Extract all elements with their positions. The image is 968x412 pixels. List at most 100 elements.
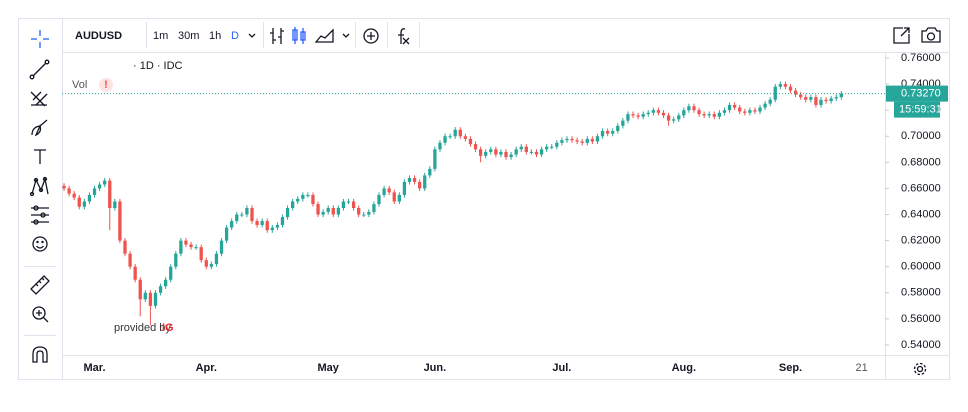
candle-body (738, 107, 742, 112)
candle-body (722, 110, 727, 113)
candle-body (367, 211, 371, 215)
candle-body (631, 114, 635, 116)
candle-body (611, 131, 615, 134)
y-tick-label: 0.62000 (901, 235, 941, 247)
candles-style[interactable] (292, 27, 306, 44)
y-tick-label: 0.66000 (901, 182, 941, 194)
y-tick-label: 0.76000 (901, 52, 941, 64)
area-style[interactable] (314, 28, 334, 43)
candle-body (514, 149, 518, 155)
candle-body (504, 151, 508, 158)
last-price-label: 0.73270 (901, 88, 941, 100)
candle-body (758, 107, 762, 112)
zoom-tool[interactable] (32, 306, 49, 323)
trend-line-tool[interactable] (29, 59, 50, 80)
candle-body (392, 192, 396, 202)
x-tick-label: 21 (856, 362, 868, 374)
candle-body (230, 221, 234, 228)
candle-body (240, 214, 244, 216)
candle-body (143, 292, 147, 300)
magnet-tool[interactable] (32, 346, 48, 363)
bars-style[interactable] (270, 28, 284, 44)
candle-body (829, 98, 833, 102)
interval-active[interactable]: D (231, 30, 239, 42)
y-tick-label: 0.56000 (901, 313, 941, 325)
symbol[interactable]: AUDUSD (75, 30, 122, 42)
candle-body (316, 204, 320, 215)
candle-body (387, 188, 391, 193)
candle-body (407, 178, 412, 182)
candle-body (468, 138, 473, 145)
y-tick-label: 0.70000 (901, 130, 941, 142)
top-toolbar-icons (248, 27, 941, 376)
candle-body (778, 84, 782, 87)
candle-body (148, 292, 153, 306)
snapshot[interactable] (921, 27, 941, 43)
candle-body (707, 114, 711, 116)
candle-body (646, 112, 650, 115)
candle-body (351, 201, 356, 208)
last-price-badge (886, 85, 948, 102)
candle-body (296, 198, 300, 202)
candle-body (433, 149, 437, 169)
candle-body (600, 131, 605, 137)
candle-body (321, 211, 325, 215)
candle-body (575, 140, 579, 142)
interval[interactable]: 30m (178, 30, 199, 42)
candle-body (290, 201, 295, 208)
ruler-tool[interactable] (30, 275, 50, 295)
candle-body (184, 240, 188, 245)
indicators[interactable] (398, 28, 410, 45)
brush-tool[interactable] (31, 119, 48, 137)
candle-body (636, 115, 640, 117)
candle-body (453, 129, 457, 137)
candle-body (443, 136, 447, 143)
text-tool[interactable] (34, 149, 46, 164)
compare[interactable] (363, 28, 379, 44)
candle-body (306, 194, 310, 196)
candle-body (697, 110, 701, 115)
candle-body (336, 208, 341, 215)
candle-body (605, 131, 610, 134)
emoji-tool[interactable] (32, 236, 48, 252)
dropdown[interactable] (248, 33, 256, 38)
candle-body (265, 221, 269, 231)
candle-body (331, 208, 335, 215)
candle-body (341, 201, 346, 208)
candle-body (463, 136, 468, 139)
candle-body (423, 175, 427, 189)
candle-body (478, 149, 483, 156)
candle-body (641, 114, 645, 117)
candle-body (377, 194, 381, 205)
prediction-tool[interactable] (31, 205, 49, 225)
fullscreen[interactable] (893, 27, 910, 44)
candle-body (362, 214, 366, 216)
candle-body (270, 227, 274, 231)
candle-body (743, 111, 747, 113)
candle-body (616, 125, 620, 132)
crosshair-tool[interactable] (31, 30, 49, 48)
candle-body (397, 194, 401, 202)
candle-body (382, 188, 386, 195)
candle-body (509, 154, 513, 158)
interval[interactable]: 1h (209, 30, 221, 42)
candle-body (524, 146, 528, 152)
candle-body (179, 240, 183, 254)
volume-warning-badge[interactable] (99, 78, 113, 92)
candle-body (87, 194, 92, 202)
fib-tool[interactable] (30, 91, 48, 107)
interval[interactable]: 1m (153, 30, 168, 42)
candle-body (585, 138, 589, 143)
candle-body (753, 110, 757, 112)
dropdown[interactable] (342, 33, 350, 38)
candle-body (804, 97, 808, 100)
volume-warning[interactable]: ! (104, 79, 108, 91)
candle-body (788, 86, 793, 91)
candle-body (661, 112, 666, 116)
candle-body (768, 99, 772, 104)
candle-body (712, 114, 716, 117)
pattern-tool[interactable] (29, 176, 49, 197)
candle-body (174, 253, 178, 267)
settings[interactable] (913, 362, 927, 376)
